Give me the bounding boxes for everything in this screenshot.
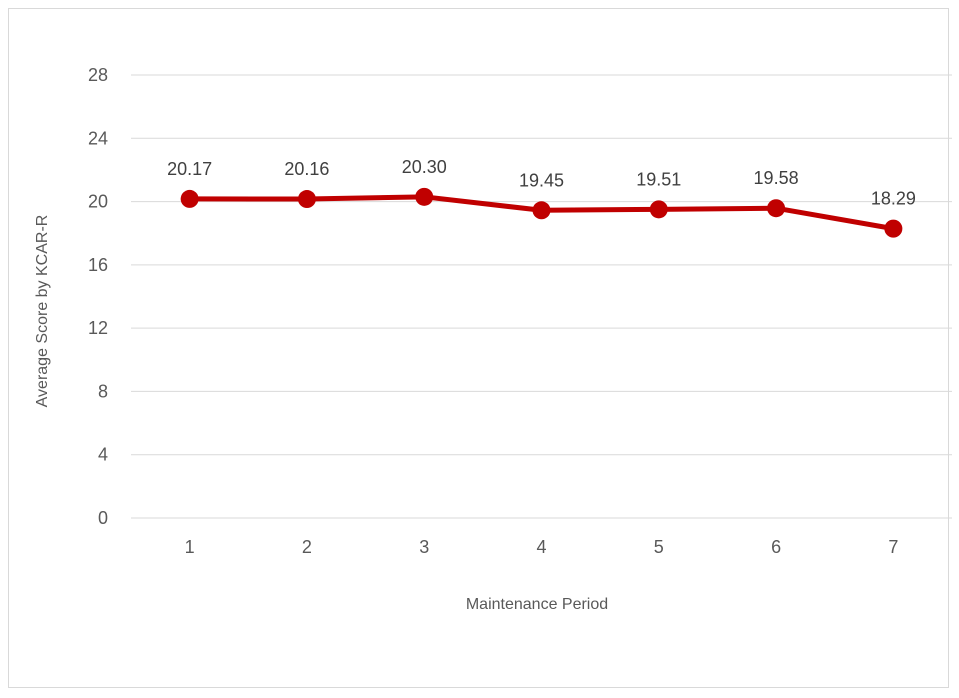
x-axis-title: Maintenance Period xyxy=(466,596,608,613)
data-label: 18.29 xyxy=(871,189,916,209)
data-point xyxy=(649,200,668,219)
data-point xyxy=(532,201,551,220)
y-tick-label: 12 xyxy=(88,318,108,338)
y-axis-ticks: 0 4 8 12 16 20 24 28 xyxy=(88,65,108,528)
data-label: 20.16 xyxy=(284,159,329,179)
x-tick-label: 3 xyxy=(419,537,429,557)
gridlines xyxy=(131,74,952,519)
data-label: 19.45 xyxy=(519,170,564,190)
y-tick-label: 0 xyxy=(98,508,108,528)
x-tick-label: 2 xyxy=(302,537,312,557)
data-point xyxy=(884,219,903,238)
x-axis-ticks: 1 2 3 4 5 6 7 xyxy=(185,537,899,557)
data-point xyxy=(767,199,786,218)
data-label: 19.58 xyxy=(754,168,799,188)
y-axis-title: Average Score by KCAR-R xyxy=(34,215,51,408)
x-tick-label: 7 xyxy=(888,537,898,557)
x-tick-label: 1 xyxy=(185,537,195,557)
x-tick-label: 5 xyxy=(654,537,664,557)
data-label: 19.51 xyxy=(636,169,681,189)
data-point xyxy=(180,189,199,208)
data-labels: 20.17 20.16 20.30 19.45 19.51 19.58 18.29 xyxy=(167,157,916,209)
x-tick-label: 6 xyxy=(771,537,781,557)
data-point xyxy=(415,187,434,206)
series-layer xyxy=(180,187,903,238)
y-tick-label: 20 xyxy=(88,192,108,212)
y-tick-label: 4 xyxy=(98,445,108,465)
y-tick-label: 28 xyxy=(88,65,108,85)
data-label: 20.30 xyxy=(402,157,447,177)
chart-frame xyxy=(8,8,949,688)
x-tick-label: 4 xyxy=(536,537,546,557)
y-tick-label: 24 xyxy=(88,128,108,148)
y-tick-label: 16 xyxy=(88,255,108,275)
data-point xyxy=(297,190,316,209)
data-label: 20.17 xyxy=(167,159,212,179)
y-tick-label: 8 xyxy=(98,381,108,401)
